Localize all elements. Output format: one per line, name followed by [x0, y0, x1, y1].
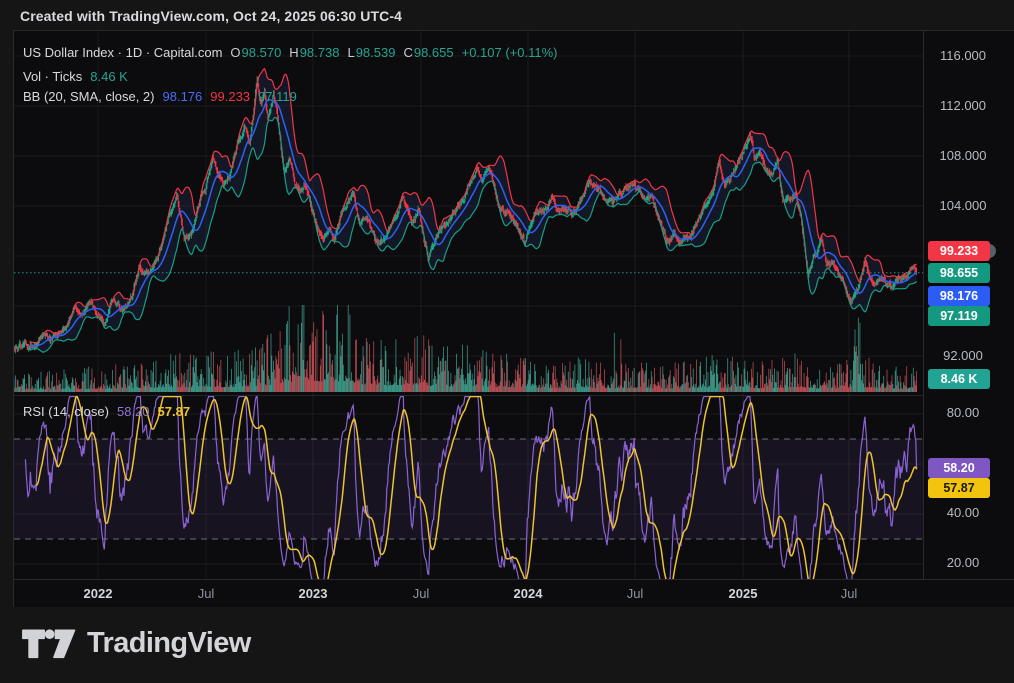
symbol-title: US Dollar Index · 1D · Capital.com: [23, 45, 223, 60]
rsi-legend: RSI (14, close) 58.20 57.87: [23, 404, 190, 419]
rsi-title: RSI (14, close): [23, 404, 109, 419]
chart-shell: US Dollar Index · 1D · Capital.com O 98.5…: [13, 30, 1014, 607]
volume-title: Vol · Ticks: [23, 69, 83, 84]
price-scale-tick: 104.000: [939, 198, 987, 213]
main-legend: US Dollar Index · 1D · Capital.com O 98.5…: [23, 45, 558, 60]
bb-upper-value: 99.233: [210, 89, 251, 104]
price-scale[interactable]: 116.000 112.000 108.000 104.000 92.000 80.00 4…: [923, 31, 1014, 579]
tradingview-logo[interactable]: TradingView: [22, 627, 251, 660]
rsi-pane[interactable]: [14, 395, 923, 580]
rsi-ma-line: [35, 396, 918, 580]
price-scale-tick: 92.000: [943, 348, 983, 363]
time-axis-tick: 2023: [298, 586, 328, 601]
price-scale-tick: 108.000: [939, 148, 987, 163]
time-axis[interactable]: 2022 Jul 2023 Jul 2024 Jul 2025 Jul: [14, 579, 1014, 607]
price-scale-tick: 116.000: [939, 48, 987, 63]
ohlc-high: H 98.738: [289, 45, 340, 60]
bb-basis-badge: 98.176: [928, 286, 990, 306]
bollinger-legend: BB (20, SMA, close, 2) 98.176 99.233 97.…: [23, 89, 297, 104]
volume-bars-up: [14, 305, 914, 392]
tradingview-logo-icon: [22, 628, 76, 658]
rsi-badge: 58.20: [928, 458, 990, 478]
price-change: +0.107 (+0.11%): [461, 45, 558, 60]
bb-basis-value: 98.176: [162, 89, 203, 104]
time-axis-tick: Jul: [626, 586, 644, 601]
last-price-badge: 98.655: [928, 263, 990, 283]
bollinger-fill: [29, 68, 917, 353]
volume-badge: 8.46 K: [928, 369, 990, 389]
ohlc-open: O 98.570: [230, 45, 282, 60]
main-price-pane[interactable]: [14, 31, 923, 395]
rsi-ma-value: 57.87: [157, 404, 191, 419]
time-axis-tick: 2022: [83, 586, 113, 601]
bollinger-lower-line: [29, 116, 918, 353]
price-scale-tick: 20.00: [946, 555, 980, 570]
time-axis-tick: 2025: [728, 586, 758, 601]
watermark-text: Created with TradingView.com, Oct 24, 20…: [20, 8, 402, 24]
volume-value: 8.46 K: [90, 69, 128, 84]
time-axis-tick: 2024: [513, 586, 543, 601]
rsi-value: 58.20: [116, 404, 150, 419]
bollinger-basis-line: [29, 99, 917, 347]
time-axis-tick: Jul: [840, 586, 858, 601]
ohlc-close: C 98.655: [403, 45, 454, 60]
time-axis-tick: Jul: [197, 586, 215, 601]
bollinger-upper-line: [29, 67, 917, 344]
bb-lower-value: 97.119: [258, 89, 297, 104]
price-scale-tick: 40.00: [946, 505, 980, 520]
time-axis-tick: Jul: [412, 586, 430, 601]
volume-legend: Vol · Ticks 8.46 K: [23, 69, 128, 84]
bb-lower-badge: 97.119: [928, 306, 990, 326]
rsi-ma-badge: 57.87: [928, 478, 990, 498]
price-scale-tick: 112.000: [939, 98, 987, 113]
tradingview-logo-text: TradingView: [87, 627, 251, 659]
rsi-band-fill: [14, 439, 923, 539]
bollinger-title: BB (20, SMA, close, 2): [23, 89, 155, 104]
price-scale-tick: 80.00: [946, 405, 980, 420]
bb-upper-badge: 99.233: [928, 241, 990, 261]
volume-bars-down: [14, 311, 917, 392]
ohlc-low: L 98.539: [347, 45, 396, 60]
